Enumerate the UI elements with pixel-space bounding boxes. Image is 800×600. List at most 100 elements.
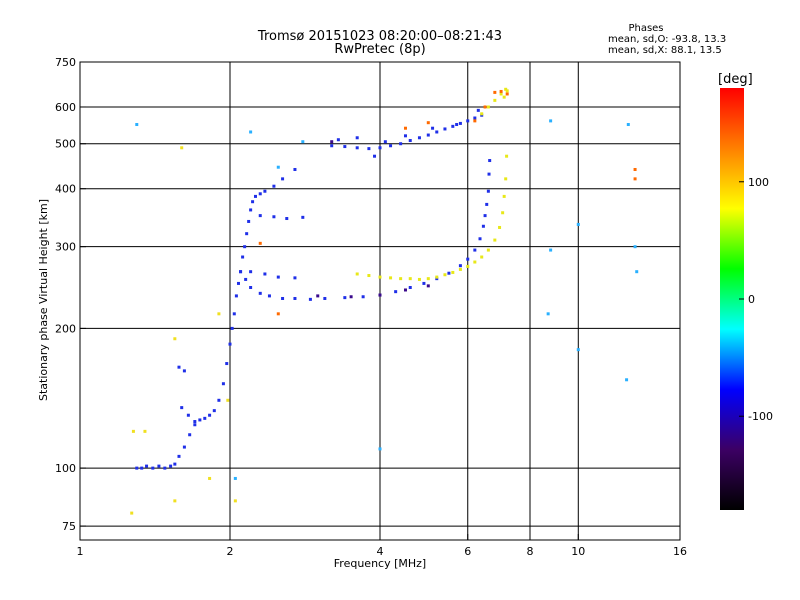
data-point	[499, 92, 503, 96]
data-point	[173, 499, 177, 503]
data-point	[633, 245, 637, 249]
data-point	[143, 429, 147, 433]
y-tick-label: 75	[62, 520, 76, 533]
data-point	[323, 296, 327, 300]
data-point	[408, 277, 412, 281]
data-point	[394, 290, 398, 294]
data-point	[203, 416, 207, 420]
data-point	[408, 139, 412, 143]
colorbar-ticks: 100 0 -100	[739, 176, 773, 423]
data-point	[458, 264, 462, 268]
data-point	[182, 369, 186, 373]
data-point	[241, 255, 245, 259]
data-point	[502, 194, 506, 198]
data-point	[233, 499, 237, 503]
data-point	[480, 112, 484, 116]
data-point	[258, 291, 262, 295]
data-point	[217, 312, 221, 316]
data-point	[140, 466, 144, 470]
data-point	[383, 140, 387, 144]
data-point	[177, 454, 181, 458]
data-point	[198, 418, 202, 422]
y-tick-label: 300	[55, 241, 76, 254]
data-point	[451, 270, 455, 274]
data-point	[151, 466, 155, 470]
data-point	[355, 272, 359, 276]
data-point	[426, 121, 430, 125]
data-point	[186, 413, 190, 417]
data-point	[403, 134, 407, 138]
data-point	[217, 398, 221, 402]
data-point	[293, 276, 297, 280]
data-point	[633, 177, 637, 181]
x-tick-label: 16	[673, 545, 687, 558]
data-point	[633, 167, 637, 171]
y-tick-label: 400	[55, 183, 76, 196]
data-point	[502, 95, 506, 99]
data-point	[180, 146, 184, 150]
data-point	[276, 165, 280, 169]
data-point	[417, 136, 421, 140]
data-point	[157, 464, 161, 468]
data-point	[435, 275, 439, 279]
data-point	[281, 177, 285, 181]
colorbar-tick-label: 100	[748, 176, 769, 189]
data-point	[443, 127, 447, 131]
data-point	[399, 277, 403, 281]
data-point	[373, 154, 377, 158]
data-point	[576, 348, 580, 352]
data-point	[258, 192, 262, 196]
y-tick-label: 500	[55, 138, 76, 151]
data-point	[301, 140, 305, 144]
data-point	[135, 123, 139, 127]
data-point	[343, 145, 347, 149]
data-point	[293, 167, 297, 171]
x-tick-label: 10	[571, 545, 585, 558]
data-point	[476, 108, 480, 112]
data-point	[399, 142, 403, 146]
data-point	[504, 177, 508, 181]
y-axis-label: Stationary phase Virtual Height [km]	[37, 199, 50, 401]
data-point	[481, 224, 485, 228]
x-tick-label: 6	[464, 545, 471, 558]
data-point	[389, 276, 393, 280]
data-point	[505, 92, 509, 96]
data-point	[486, 189, 490, 193]
data-point	[301, 215, 305, 219]
data-point	[493, 98, 497, 102]
data-point	[249, 286, 253, 290]
y-tick-label: 100	[55, 462, 76, 475]
data-point	[276, 312, 280, 316]
data-point	[343, 296, 347, 300]
data-point	[355, 136, 359, 140]
data-point	[431, 126, 435, 130]
data-point	[505, 89, 509, 93]
data-point	[193, 420, 197, 424]
data-point	[173, 337, 177, 341]
data-point	[251, 200, 255, 204]
data-point	[498, 225, 502, 229]
data-point	[451, 124, 455, 128]
x-tick-label: 2	[227, 545, 234, 558]
data-point	[336, 138, 340, 142]
data-point	[422, 281, 426, 285]
data-point	[466, 264, 470, 268]
data-point	[549, 248, 553, 252]
data-point	[426, 277, 430, 281]
data-point	[435, 130, 439, 134]
data-point	[308, 297, 312, 301]
data-point	[546, 312, 550, 316]
data-point	[473, 248, 477, 252]
data-point	[330, 144, 334, 148]
data-point	[367, 147, 371, 151]
data-point	[355, 146, 359, 150]
stats-line-o: mean, sd,O: -93.8, 13.3	[608, 34, 726, 45]
data-point	[480, 255, 484, 259]
data-point	[458, 267, 462, 271]
x-tick-label: 8	[527, 545, 534, 558]
data-point	[466, 257, 470, 261]
data-point	[473, 260, 477, 264]
data-point	[403, 288, 407, 292]
data-point	[169, 464, 173, 468]
